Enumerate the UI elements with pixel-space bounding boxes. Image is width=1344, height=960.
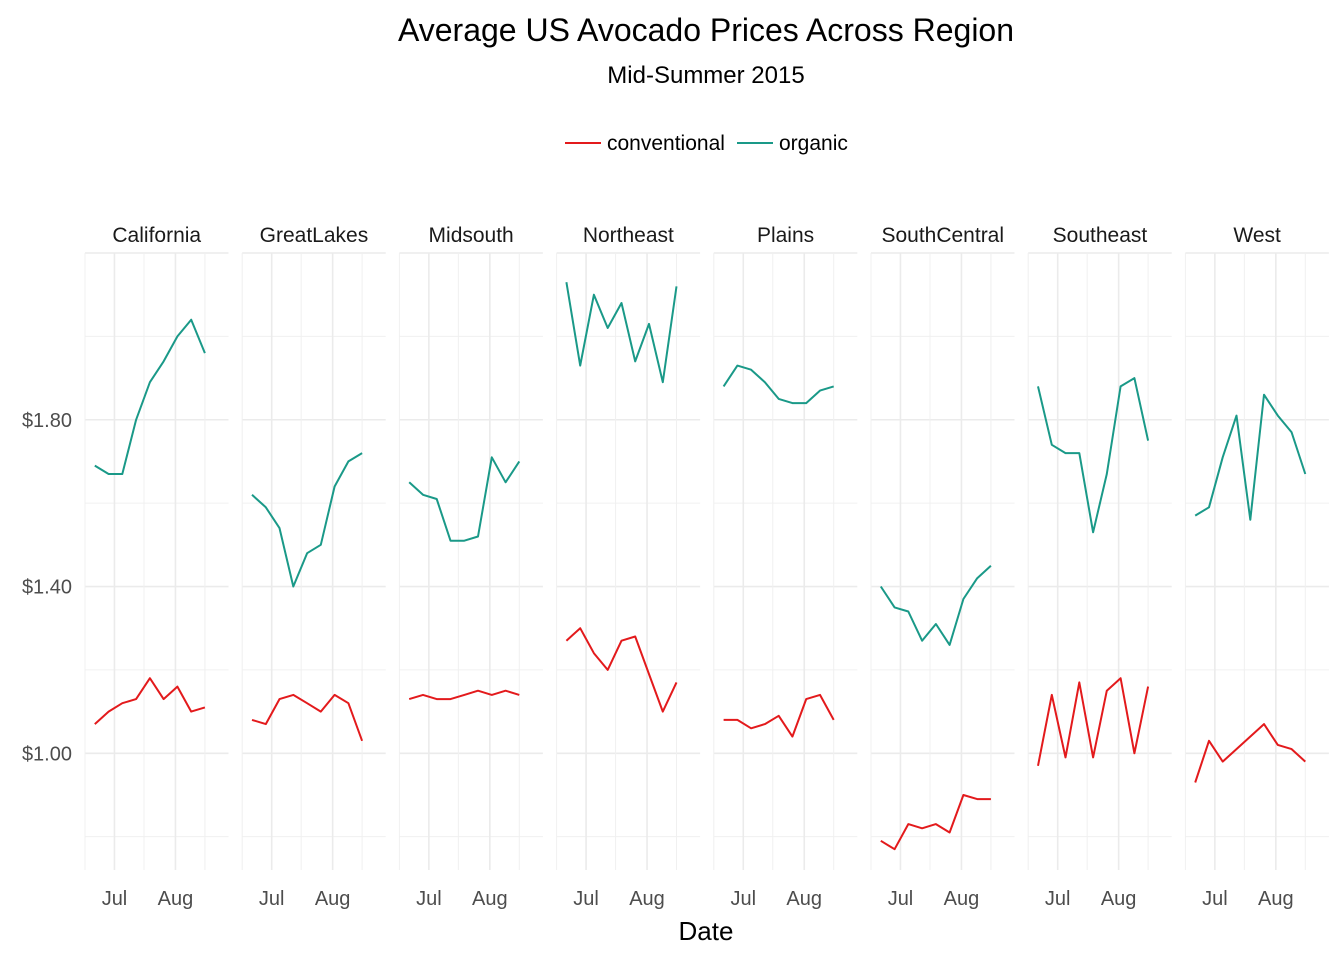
series-line-conventional-west [1194,723,1306,783]
facet-strip-label: Plains [757,224,814,247]
x-tick-label: Aug [315,888,351,910]
legend: conventional organic [565,132,848,155]
series-line-organic-southeast [1037,377,1150,534]
chart-title: Average US Avocado Prices Across Region [398,12,1014,48]
facet-panel-southcentral: SouthCentral Jul Aug [870,224,1015,910]
x-tick-label: Jul [730,888,756,910]
x-tick-label: Jul [1202,888,1228,910]
series-line-conventional-plains [723,693,835,738]
x-tick-label: Aug [944,888,980,910]
legend-label-organic: organic [779,132,848,155]
facet-strip-label: GreatLakes [260,224,369,247]
series-line-organic-plains [722,364,834,405]
x-tick-label: Aug [1258,888,1294,910]
series-line-organic-midsouth [408,456,521,542]
x-tick-label: Jul [102,888,128,910]
x-tick-label: Jul [888,888,914,910]
series-line-organic-southcentral [879,564,992,646]
x-tick-label: Aug [786,888,822,910]
x-tick-label: Jul [1045,888,1071,910]
facet-strip-label: SouthCentral [881,224,1004,247]
facet-panel-west: West Jul Aug [1184,224,1329,910]
x-tick-label: Jul [416,888,442,910]
y-axis: $1.00 $1.40 $1.80 [22,410,72,766]
y-tick-label: $1.80 [22,410,72,432]
x-tick-label: Jul [259,888,285,910]
facet-strip-label: West [1233,224,1281,247]
series-line-conventional-southcentral [880,794,991,851]
facet-strip-label: Southeast [1053,224,1148,247]
facet-panel-greatlakes: GreatLakes Jul Aug [241,224,386,910]
facet-panel-midsouth: Midsouth Jul Aug [398,224,543,910]
series-line-conventional-midsouth [408,689,520,701]
legend-label-conventional: conventional [607,132,725,155]
x-tick-label: Aug [158,888,194,910]
series-line-organic-northeast [565,282,678,384]
series-line-organic-west [1194,393,1307,521]
facet-panel-plains: Plains Jul Aug [713,224,858,910]
facet-strip-label: Midsouth [429,224,514,247]
facet-panel-southeast: Southeast Jul Aug [1027,224,1172,910]
x-tick-label: Jul [573,888,599,910]
series-line-conventional-northeast [565,627,678,713]
x-tick-label: Aug [1101,888,1137,910]
facet-panel-northeast: Northeast Jul Aug [556,224,701,910]
series-line-organic-greatlakes [251,452,363,588]
facet-panel-california: California Jul Aug [84,224,229,910]
y-tick-label: $1.00 [22,743,72,765]
x-axis-title: Date [679,916,734,946]
facet-strip-label: Northeast [583,224,674,247]
series-line-organic-california [94,318,206,475]
y-tick-label: $1.40 [22,577,72,599]
series-line-conventional-greatlakes [251,693,364,742]
x-tick-label: Aug [629,888,665,910]
series-line-conventional-california [94,677,206,725]
x-tick-label: Aug [472,888,508,910]
chart-subtitle: Mid-Summer 2015 [607,62,804,89]
series-line-conventional-southeast [1037,677,1150,766]
facet-strip-label: California [112,224,201,247]
